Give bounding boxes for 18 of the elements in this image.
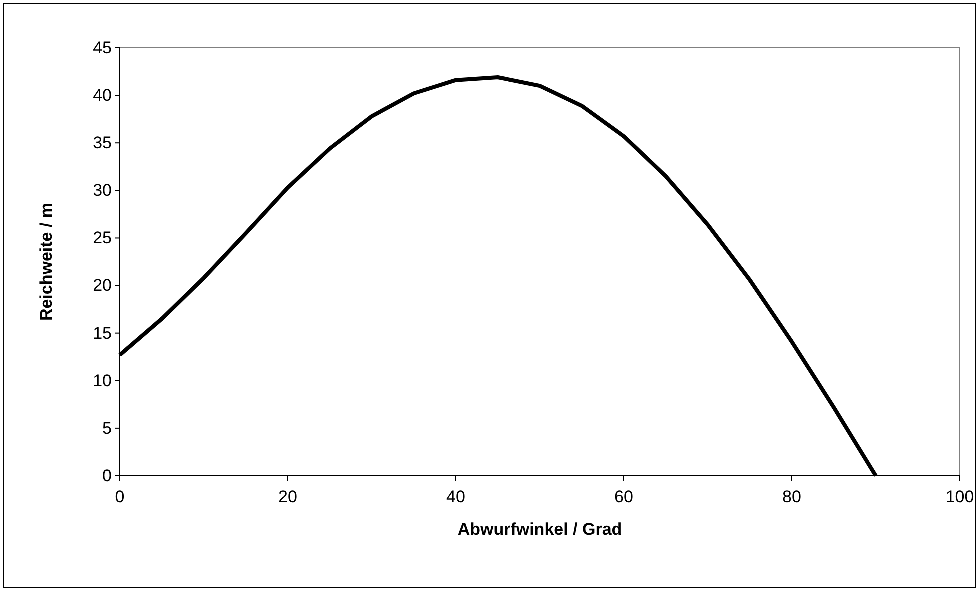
y-tick-label: 5 [102,418,112,438]
y-tick-label: 30 [93,181,112,200]
y-axis-title: Reichweite / m [37,202,56,322]
y-tick-label: 40 [93,86,112,105]
y-tick-label: 45 [93,38,112,58]
y-tick-label: 15 [93,324,112,343]
y-tick-label: 20 [93,276,112,296]
x-tick-label: 80 [782,488,802,507]
x-tick-label: 40 [446,488,466,507]
y-tick-label: 0 [102,466,112,486]
y-tick-label: 10 [93,371,112,390]
x-tick-label: 60 [614,488,634,507]
y-tick-label: 35 [93,134,112,153]
x-tick-label: 0 [115,488,125,507]
x-axis-title: Abwurfwinkel / Grad [458,520,622,539]
x-tick-label: 100 [946,488,974,507]
x-tick-label: 20 [278,488,298,507]
y-tick-label: 25 [93,228,112,248]
